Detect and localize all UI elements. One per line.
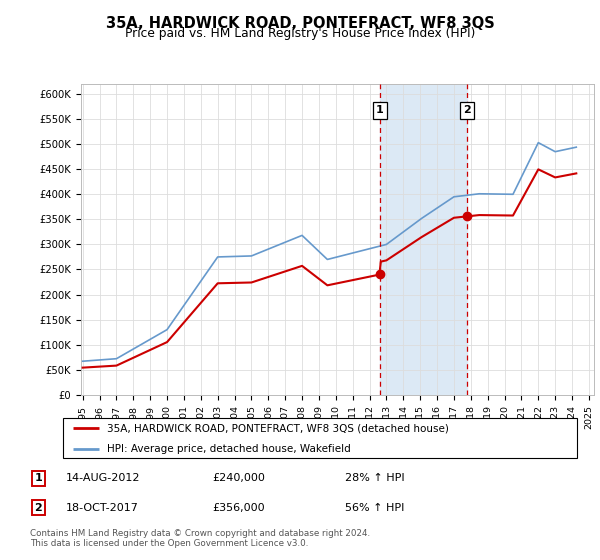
Text: 35A, HARDWICK ROAD, PONTEFRACT, WF8 3QS: 35A, HARDWICK ROAD, PONTEFRACT, WF8 3QS bbox=[106, 16, 494, 31]
FancyBboxPatch shape bbox=[62, 418, 577, 458]
Text: 2: 2 bbox=[34, 503, 42, 513]
Text: Contains HM Land Registry data © Crown copyright and database right 2024.
This d: Contains HM Land Registry data © Crown c… bbox=[30, 529, 370, 548]
Text: 18-OCT-2017: 18-OCT-2017 bbox=[66, 503, 139, 513]
Text: HPI: Average price, detached house, Wakefield: HPI: Average price, detached house, Wake… bbox=[107, 444, 351, 454]
Text: 2: 2 bbox=[463, 105, 471, 115]
Text: 35A, HARDWICK ROAD, PONTEFRACT, WF8 3QS (detached house): 35A, HARDWICK ROAD, PONTEFRACT, WF8 3QS … bbox=[107, 423, 449, 433]
Text: 14-AUG-2012: 14-AUG-2012 bbox=[66, 473, 140, 483]
Text: Price paid vs. HM Land Registry's House Price Index (HPI): Price paid vs. HM Land Registry's House … bbox=[125, 27, 475, 40]
Text: £240,000: £240,000 bbox=[212, 473, 265, 483]
Text: 28% ↑ HPI: 28% ↑ HPI bbox=[344, 473, 404, 483]
Text: 1: 1 bbox=[34, 473, 42, 483]
Text: 56% ↑ HPI: 56% ↑ HPI bbox=[344, 503, 404, 513]
Text: £356,000: £356,000 bbox=[212, 503, 265, 513]
Bar bbox=[380, 84, 467, 395]
Text: 1: 1 bbox=[376, 105, 384, 115]
